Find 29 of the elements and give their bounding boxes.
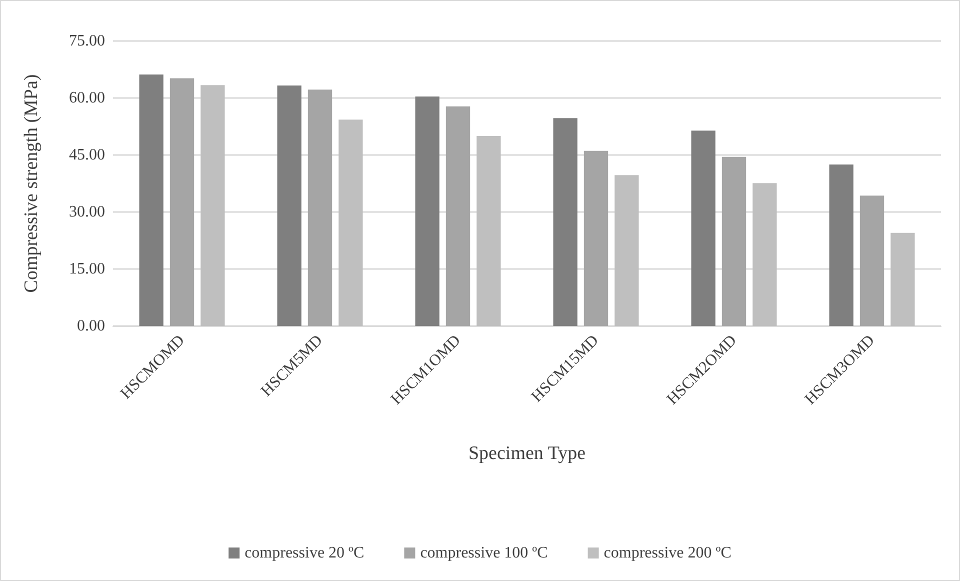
bar xyxy=(446,106,470,326)
bar xyxy=(200,85,225,326)
y-tick-label: 0.00 xyxy=(77,318,105,334)
bar xyxy=(476,136,501,326)
bar xyxy=(890,232,915,326)
legend-label: compressive 200 ºC xyxy=(604,544,732,562)
legend-label: compressive 100 ºC xyxy=(420,544,548,562)
bar xyxy=(752,183,777,326)
bar xyxy=(722,156,746,326)
y-tick-label: 45.00 xyxy=(69,146,105,164)
y-tick-label: 30.00 xyxy=(69,204,105,220)
y-tick-label: 60.00 xyxy=(69,90,105,106)
bar xyxy=(691,130,716,326)
bar xyxy=(553,118,578,326)
y-axis-title: Compressive strength (MPa) xyxy=(21,74,42,293)
y-tick-label: 75.00 xyxy=(69,32,105,50)
bar xyxy=(277,85,302,326)
bar xyxy=(139,74,164,326)
bar xyxy=(584,150,608,326)
x-axis-title: Specimen Type xyxy=(468,443,586,464)
legend-label: compressive 20 ºC xyxy=(244,544,364,562)
bar xyxy=(860,196,884,326)
bar xyxy=(338,120,363,326)
bar xyxy=(308,90,332,326)
bar xyxy=(614,175,639,326)
bar xyxy=(415,96,440,326)
y-tick-label: 15.00 xyxy=(69,260,105,278)
bar xyxy=(829,164,854,326)
bar xyxy=(170,78,194,326)
